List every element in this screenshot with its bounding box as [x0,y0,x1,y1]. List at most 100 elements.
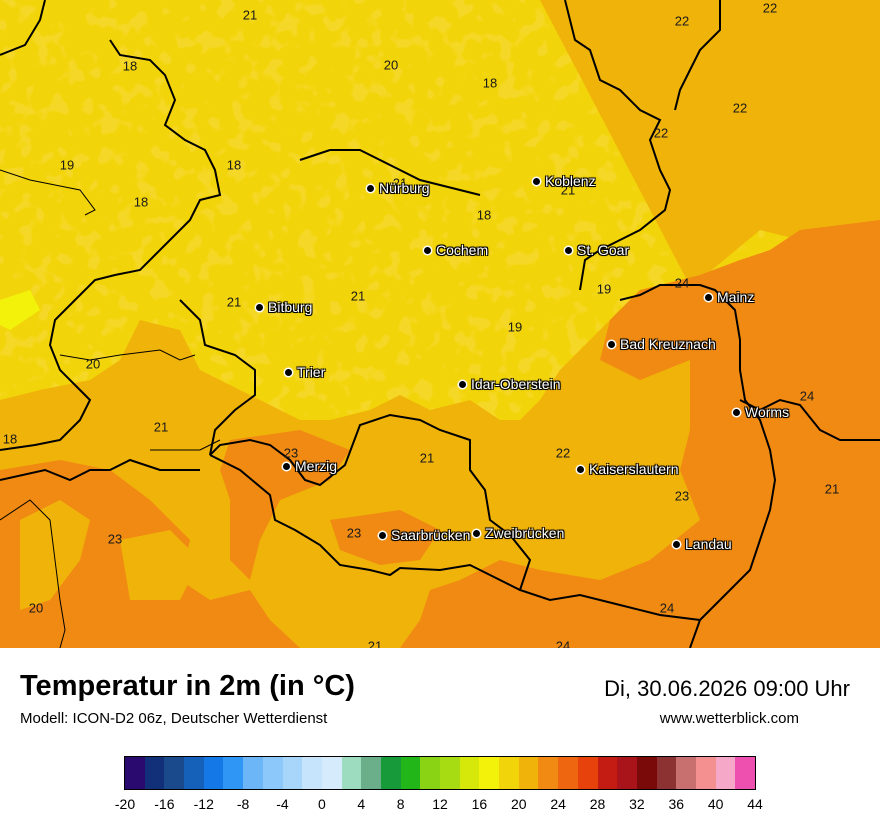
district-lines [0,169,221,648]
city-name: Nürburg [379,180,430,196]
scale-swatch [735,757,755,789]
temperature-value: 22 [555,445,571,461]
scale-tick-label: 40 [707,796,724,812]
temperature-value: 23 [346,525,362,541]
city-marker: Trier [285,364,325,380]
scale-swatch [400,757,421,789]
scale-tick-label: -8 [236,796,250,812]
city-name: Bitburg [268,299,313,315]
scale-tick-label: 16 [471,796,488,812]
city-name: Saarbrücken [391,527,471,543]
scale-tick-label: 24 [550,796,566,812]
scale-tick-label: 20 [510,796,527,812]
city-marker: Merzig [283,458,337,474]
temperature-value: 22 [762,0,778,16]
city-marker: Worms [733,404,789,420]
temperature-value: 20 [28,600,44,616]
temperature-value: 20 [383,57,399,73]
city-marker: Bitburg [256,299,312,315]
scale-tick-label: -4 [276,796,289,812]
temperature-value: 21 [560,182,576,198]
city-name: Worms [745,404,790,420]
city-dot-icon [459,380,466,388]
scale-swatch [380,757,401,789]
scale-swatch [636,757,657,789]
city-marker: Cochem [424,242,488,258]
scale-tick-label: -12 [193,796,214,812]
temp-patch [220,430,350,580]
scale-swatch [676,757,696,789]
city-name: Merzig [295,458,338,474]
scale-swatch [715,757,736,789]
scale-swatch [203,757,224,789]
city-name: Landau [685,536,732,552]
temp-patch [20,500,90,610]
city-dot-icon [705,293,712,301]
city-name: Koblenz [545,173,596,189]
temperature-value: 18 [122,58,138,74]
city-dot-icon [256,303,263,311]
border-lines [0,0,880,648]
scale-swatch [282,757,303,789]
temperature-value: 24 [555,638,571,649]
scale-swatch [499,757,519,789]
temperature-value: 18 [482,75,498,91]
city-dot-icon [283,462,290,470]
scale-swatch [164,757,185,789]
scale-swatch [459,757,480,789]
temperature-value: 24 [799,388,815,404]
temperature-value: 23 [283,445,299,461]
temperature-value: 21 [824,481,840,497]
city-marker: Mainz [705,289,754,305]
city-marker: St. Goar [565,242,629,258]
city-name: Zweibrücken [485,525,565,541]
scale-tick-label: 12 [432,796,448,812]
temperature-value: 18 [2,431,18,447]
map-title: Temperatur in 2m (in °C) [20,670,355,702]
scale-tick-label: 32 [629,796,645,812]
city-dot-icon [673,540,680,548]
scale-tick-label: -16 [154,796,175,812]
city-marker: Bad Kreuznach [608,336,716,352]
temperature-value: 21 [226,294,242,310]
website-link[interactable]: www.wetterblick.com [659,710,799,727]
temperature-value: 22 [653,125,669,141]
scale-tick-label: 36 [668,796,685,812]
scale-swatch [321,757,342,789]
map-footer: Temperatur in 2m (in °C) Modell: ICON-D2… [0,648,880,830]
temp-band-20-22 [0,0,880,648]
scale-swatch [558,757,578,789]
city-dot-icon [379,531,386,539]
city-dot-icon [424,246,431,254]
temperature-value: 19 [596,281,612,297]
temperature-value: 21 [392,175,408,191]
scale-swatch [656,757,677,789]
temperature-value: 18 [226,157,242,173]
scale-swatch [223,757,244,789]
city-dot-icon [533,177,540,185]
scale-swatch [184,757,204,789]
scale-swatch [262,757,283,789]
city-name: Trier [297,364,326,380]
city-marker: Landau [673,536,732,552]
city-name: Mainz [717,289,755,305]
city-marker: Zweibrücken [473,525,564,541]
temp-band-16-18 [0,290,40,330]
city-dot-icon [608,340,615,348]
temperature-value: 18 [476,207,492,223]
temperature-value: 22 [732,100,748,116]
scale-swatch [695,757,716,789]
scale-tick-label: -20 [114,796,136,812]
model-source: Modell: ICON-D2 06z, Deutscher Wetterdie… [20,710,328,727]
city-dot-icon [577,465,584,473]
temperature-value: 24 [659,600,675,616]
scale-tick-label: 28 [589,796,606,812]
city-dot-icon [367,184,374,192]
temperature-value: 23 [674,488,690,504]
scale-swatch [144,757,165,789]
temperature-value: 18 [133,194,149,210]
scale-swatch [479,757,500,789]
scale-swatch [597,757,618,789]
scale-swatch [302,757,322,789]
temperature-value: 24 [674,275,690,291]
